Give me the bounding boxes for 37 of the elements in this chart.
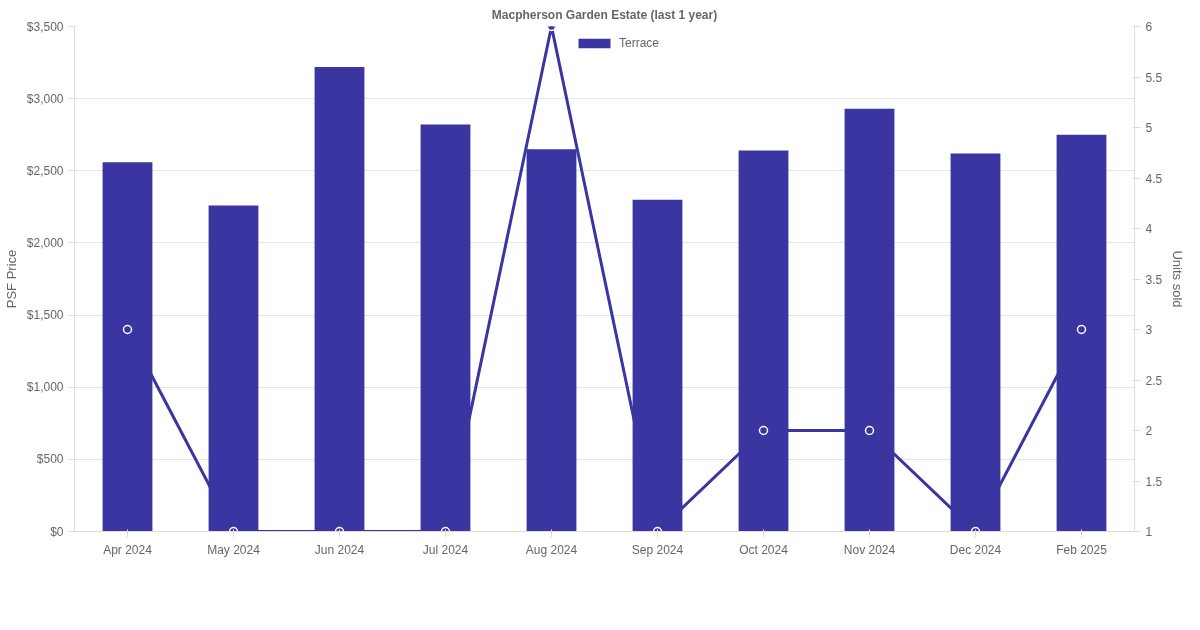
y2-tick-label: 5.5 bbox=[1145, 70, 1163, 85]
y-tick-label: $500 bbox=[36, 452, 64, 467]
x-tick-label: Sep 2024 bbox=[631, 542, 684, 557]
y-tick-label: $2,500 bbox=[26, 163, 64, 178]
y2-tick-label: 4.5 bbox=[1145, 171, 1163, 186]
y-tick-label: $3,000 bbox=[26, 91, 64, 106]
point bbox=[864, 425, 875, 436]
y2-tick-label: 1.5 bbox=[1145, 474, 1163, 489]
y2-tick-label: 5 bbox=[1145, 121, 1153, 135]
y-tick-label: $1,500 bbox=[26, 308, 64, 323]
point bbox=[758, 425, 769, 436]
y2-tick-label: 2 bbox=[1145, 424, 1153, 438]
x-tick-label: Aug 2024 bbox=[525, 542, 578, 557]
y-axis-title: PSF Price bbox=[3, 249, 19, 309]
y-tick-label: $3,500 bbox=[26, 19, 64, 34]
x-tick-label: Nov 2024 bbox=[843, 542, 896, 557]
y2-tick-label: 4 bbox=[1145, 222, 1153, 236]
y-tick-label: $0 bbox=[50, 524, 64, 539]
x-tick-label: Feb 2025 bbox=[1056, 542, 1108, 557]
y2-tick-label: 6 bbox=[1145, 20, 1153, 34]
x-tick-label: Jun 2024 bbox=[314, 542, 365, 557]
x-tick-label: Oct 2024 bbox=[739, 542, 789, 557]
y2-tick-label: 1 bbox=[1145, 525, 1153, 539]
y-tick-label: $1,000 bbox=[26, 380, 64, 395]
legend-label: Terrace bbox=[619, 36, 660, 50]
y2-tick-label: 3.5 bbox=[1145, 272, 1163, 287]
y2-tick-label: 2.5 bbox=[1145, 373, 1163, 388]
chart-title: Macpherson Garden Estate (last 1 year) bbox=[491, 7, 718, 22]
x-tick-label: Jul 2024 bbox=[422, 542, 469, 557]
x-tick-label: Apr 2024 bbox=[103, 542, 153, 557]
y2-tick-label: 3 bbox=[1145, 323, 1153, 337]
x-tick-label: Dec 2024 bbox=[949, 542, 1002, 557]
point bbox=[122, 324, 133, 335]
point bbox=[1076, 324, 1087, 335]
y-tick-label: $2,000 bbox=[26, 235, 64, 250]
y2-axis-title: Units sold bbox=[1170, 250, 1186, 308]
x-tick-label: May 2024 bbox=[207, 542, 261, 557]
